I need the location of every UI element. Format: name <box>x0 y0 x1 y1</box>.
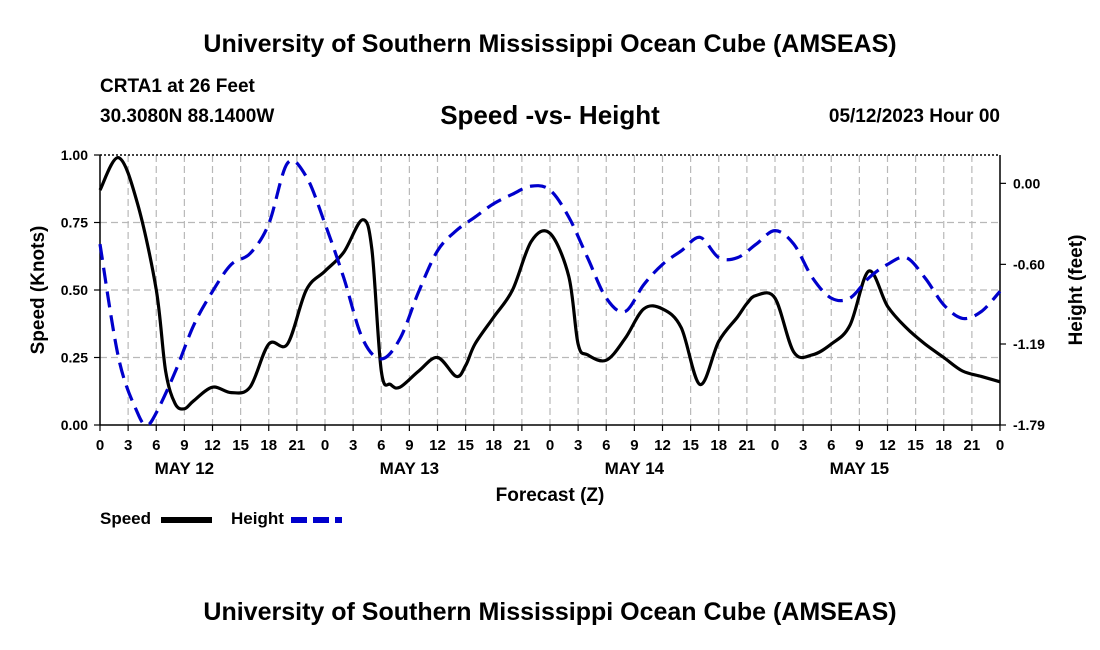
y-tick-label: 0.75 <box>61 215 88 231</box>
y-tick-label: 0.25 <box>61 350 88 366</box>
x-day-label: MAY 12 <box>155 459 215 478</box>
legend-height-label: Height <box>231 509 284 528</box>
x-day-label: MAY 13 <box>380 459 440 478</box>
x-tick-label: 9 <box>180 437 188 454</box>
x-axis-title: Forecast (Z) <box>496 485 605 506</box>
x-tick-label: 3 <box>799 437 807 454</box>
y2-tick-label: -0.60 <box>1013 256 1045 272</box>
x-tick-label: 12 <box>429 437 446 454</box>
y2-tick-label: 0.00 <box>1013 175 1040 191</box>
x-tick-label: 0 <box>996 437 1004 454</box>
series-line-speed <box>98 156 1001 411</box>
x-tick-label: 12 <box>204 437 221 454</box>
forecast-datetime: 05/12/2023 Hour 00 <box>828 106 1000 127</box>
y-tick-label: 1.00 <box>61 147 88 163</box>
x-tick-label: 3 <box>349 437 357 454</box>
x-tick-label: 21 <box>739 437 756 454</box>
x-tick-label: 18 <box>935 437 952 454</box>
x-tick-label: 9 <box>855 437 863 454</box>
x-tick-label: 12 <box>879 437 896 454</box>
x-tick-label: 9 <box>405 437 413 454</box>
chart-subtitle: Speed -vs- Height <box>440 100 660 130</box>
x-tick-label: 6 <box>377 437 385 454</box>
x-tick-label: 6 <box>827 437 835 454</box>
x-tick-label: 3 <box>574 437 582 454</box>
x-tick-label: 6 <box>152 437 160 454</box>
x-tick-label: 15 <box>907 437 924 454</box>
x-tick-label: 15 <box>682 437 699 454</box>
x-tick-label: 0 <box>546 437 554 454</box>
x-tick-label: 18 <box>485 437 502 454</box>
y2-tick-label: -1.19 <box>1013 336 1045 352</box>
footer-title: University of Southern Mississippi Ocean… <box>203 598 897 626</box>
y-tick-label: 0.50 <box>61 282 88 298</box>
y2-tick-label: -1.79 <box>1013 417 1045 433</box>
y-axis-title: Speed (Knots) <box>28 226 49 355</box>
y2-axis-title: Height (feet) <box>1066 235 1087 346</box>
x-tick-label: 18 <box>710 437 727 454</box>
x-tick-label: 21 <box>964 437 981 454</box>
x-tick-label: 15 <box>457 437 474 454</box>
x-tick-label: 18 <box>260 437 277 454</box>
x-tick-label: 21 <box>289 437 306 454</box>
coordinates-label: 30.3080N 88.1400W <box>100 106 275 127</box>
main-title: University of Southern Mississippi Ocean… <box>203 30 897 58</box>
x-tick-label: 21 <box>514 437 531 454</box>
y-tick-label: 0.00 <box>61 417 88 433</box>
series-line-height <box>98 158 1002 427</box>
x-tick-label: 3 <box>124 437 132 454</box>
x-tick-label: 0 <box>96 437 104 454</box>
x-tick-label: 6 <box>602 437 610 454</box>
x-tick-label: 12 <box>654 437 671 454</box>
x-tick-label: 9 <box>630 437 638 454</box>
x-tick-label: 15 <box>232 437 249 454</box>
legend-speed-label: Speed <box>100 509 152 528</box>
station-label: CRTA1 at 26 Feet <box>100 76 255 97</box>
x-tick-label: 0 <box>771 437 779 454</box>
x-day-label: MAY 14 <box>605 459 665 478</box>
x-day-label: MAY 15 <box>830 459 890 478</box>
x-tick-label: 0 <box>321 437 329 454</box>
